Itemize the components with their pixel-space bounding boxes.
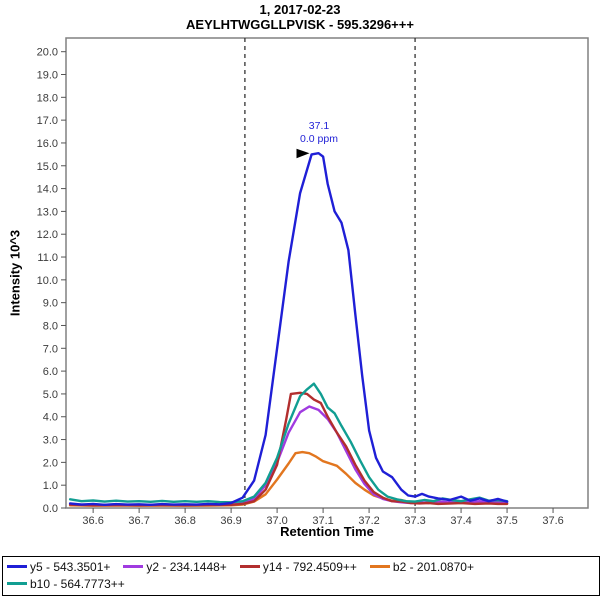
- y-tick-label: 3.0: [43, 435, 58, 447]
- x-tick-label: 37.6: [542, 515, 563, 527]
- plot-border: [65, 37, 589, 509]
- y-tick-label: 20.0: [37, 47, 58, 59]
- peak-retention-time-label: 37.1: [308, 120, 330, 132]
- legend: y5 - 543.3501+ y2 - 234.1448+ y14 - 792.45…: [2, 556, 600, 596]
- x-tick-label: 36.7: [128, 515, 149, 527]
- x-axis-label: Retention Time: [280, 524, 374, 539]
- legend-label-y14: y14 - 792.4509++: [262, 559, 357, 574]
- y-tick-label: 1.0: [43, 480, 58, 492]
- x-tick-label: 36.9: [220, 515, 241, 527]
- y-tick-label: 6.0: [43, 366, 58, 378]
- y-tick-label: 10.0: [37, 275, 58, 287]
- x-tick-label: 37.5: [496, 515, 517, 527]
- y-tick-label: 11.0: [37, 252, 58, 264]
- legend-swatch-b2: [369, 565, 390, 568]
- y-tick-label: 9.0: [43, 298, 58, 310]
- legend-item-y14: y14 - 792.4509++: [239, 558, 357, 575]
- legend-label-y2: y2 - 234.1448+: [146, 559, 227, 574]
- y-tick-label: 7.0: [43, 343, 58, 355]
- y-tick-label: 4.0: [43, 412, 58, 424]
- y-tick-label: 5.0: [43, 389, 58, 401]
- y-tick-label: 13.0: [37, 206, 58, 218]
- legend-swatch-y14: [239, 565, 260, 568]
- legend-swatch-y2: [123, 565, 144, 568]
- chart-title: 1, 2017-02-23: [259, 2, 341, 17]
- legend-item-b10: b10 - 564.7773++: [7, 575, 125, 592]
- x-tick-label: 36.8: [174, 515, 195, 527]
- legend-label-b10: b10 - 564.7773++: [30, 576, 125, 591]
- legend-item-y2: y2 - 234.1448+: [123, 558, 227, 575]
- legend-label-b2: b2 - 201.0870+: [392, 559, 474, 574]
- legend-swatch-b10: [7, 582, 27, 585]
- legend-item-y5: y5 - 543.3501+: [7, 558, 110, 575]
- x-tick-label: 37.1: [312, 515, 333, 527]
- y-tick-label: 8.0: [43, 320, 58, 332]
- peak-annotation[interactable]: 37.1 0.0 ppm: [300, 120, 338, 146]
- legend-label-y5: y5 - 543.3501+: [30, 559, 111, 574]
- series-line-y5: [68, 151, 509, 506]
- x-tick-label: 37.3: [404, 515, 425, 527]
- y-tick-label: 12.0: [37, 229, 58, 241]
- legend-item-b2: b2 - 201.0870+: [369, 558, 474, 575]
- x-tick-label: 37.2: [358, 515, 379, 527]
- y-tick-label: 17.0: [37, 115, 58, 127]
- y-tick-label: 19.0: [37, 70, 58, 82]
- peak-pointer-icon: [296, 148, 310, 159]
- y-tick-label: 16.0: [37, 138, 58, 150]
- y-tick-label: 15.0: [37, 161, 58, 173]
- y-tick-label: 18.0: [37, 92, 58, 104]
- y-tick-label: 2.0: [43, 457, 58, 469]
- x-tick-label: 37.4: [450, 515, 471, 527]
- x-tick-label: 36.6: [82, 515, 103, 527]
- x-tick-label: 37.0: [266, 515, 287, 527]
- peak-mass-error-label: 0.0 ppm: [300, 133, 338, 146]
- y-tick-label: 0.0: [43, 503, 58, 515]
- y-tick-label: 14.0: [37, 184, 58, 196]
- y-axis-label: Intensity 10^3: [7, 229, 23, 317]
- legend-swatch-y5: [7, 565, 27, 568]
- chart-subtitle: AEYLHTWGGLLPVISK - 595.3296+++: [186, 17, 414, 32]
